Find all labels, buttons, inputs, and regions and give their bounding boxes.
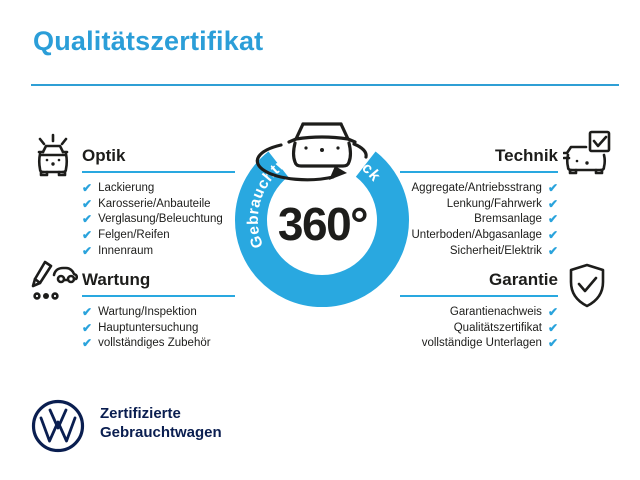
shield-check-icon bbox=[565, 262, 609, 315]
checklist-item: ✔ vollständiges Zubehör bbox=[82, 336, 235, 352]
check-icon: ✔ bbox=[547, 196, 558, 211]
wartung-checklist: ✔ Wartung/Inspektion ✔ Hauptuntersuchung ✔… bbox=[82, 304, 235, 351]
checklist-item: ✔ Verglasung/Beleuchtung bbox=[82, 212, 235, 228]
garantie-checklist: Garantienachweis ✔ Qualitätszertifikat ✔ v… bbox=[325, 304, 558, 351]
check-icon: ✔ bbox=[82, 304, 93, 319]
checklist-item-label: vollständiges Zubehör bbox=[98, 337, 211, 350]
checklist-item-label: Wartung/Inspektion bbox=[98, 305, 197, 318]
checklist-item-label: Aggregate/Antriebsstrang bbox=[411, 181, 542, 194]
checklist-item: ✔ Wartung/Inspektion bbox=[82, 304, 235, 320]
header-divider bbox=[31, 84, 619, 86]
checklist-item: ✔ Lackierung bbox=[82, 180, 235, 196]
degree-label: 360° bbox=[277, 198, 369, 250]
checklist-item-label: Felgen/Reifen bbox=[98, 229, 170, 242]
section-title-technik: Technik bbox=[495, 146, 558, 165]
checklist-item: Unterboden/Abgasanlage ✔ bbox=[325, 227, 559, 243]
check-icon: ✔ bbox=[547, 304, 558, 319]
check-icon: ✔ bbox=[82, 244, 93, 259]
checklist-item-label: Garantienachweis bbox=[449, 305, 542, 318]
checklist-item-label: Qualitätszertifikat bbox=[453, 321, 542, 334]
checklist-item-label: Lenkung/Fahrwerk bbox=[446, 197, 542, 210]
check-icon: ✔ bbox=[82, 196, 93, 211]
checklist-item: ✔ Felgen/Reifen bbox=[82, 227, 235, 243]
check-icon: ✔ bbox=[547, 336, 558, 351]
check-icon: ✔ bbox=[82, 228, 93, 243]
technik-checklist: Aggregate/Antriebsstrang ✔ Lenkung/Fahrwe… bbox=[325, 180, 559, 259]
checklist-item: Qualitätszertifikat ✔ bbox=[325, 320, 558, 336]
car-rotate-icon bbox=[255, 122, 368, 182]
brand-line2: Gebrauchtwagen bbox=[100, 424, 222, 441]
checklist-item: ✔ Karosserie/Anbauteile bbox=[82, 196, 235, 212]
check-icon: ✔ bbox=[82, 212, 93, 227]
optik-checklist: ✔ Lackierung ✔ Karosserie/Anbauteile ✔ Verg… bbox=[82, 180, 235, 259]
check-icon: ✔ bbox=[82, 180, 93, 195]
ring-graphic: Gebrauchtwagen-Check bbox=[235, 122, 409, 307]
section-underline bbox=[82, 171, 235, 173]
section-title-garantie: Garantie bbox=[489, 270, 558, 289]
section-title-optik: Optik bbox=[82, 146, 126, 165]
service-checklist-icon bbox=[30, 258, 79, 309]
vw-logo bbox=[30, 398, 86, 459]
checklist-item: ✔ Hauptuntersuchung bbox=[82, 320, 235, 336]
checklist-item-label: Hauptuntersuchung bbox=[98, 321, 199, 334]
checklist-item-label: Unterboden/Abgasanlage bbox=[411, 229, 542, 242]
checklist-item: Bremsanlage ✔ bbox=[325, 212, 558, 228]
checklist-item-label: Verglasung/Beleuchtung bbox=[98, 213, 223, 226]
checklist-item: Lenkung/Fahrwerk ✔ bbox=[325, 196, 558, 212]
check-icon: ✔ bbox=[82, 320, 93, 335]
checklist-item-label: Karosserie/Anbauteile bbox=[98, 197, 211, 210]
section-title-wartung: Wartung bbox=[82, 270, 151, 289]
car-shine-icon bbox=[30, 132, 76, 183]
section-underline bbox=[400, 171, 558, 173]
checklist-item: Aggregate/Antriebsstrang ✔ bbox=[325, 180, 558, 196]
checklist-item: Garantienachweis ✔ bbox=[325, 304, 558, 320]
checklist-item-label: vollständige Unterlagen bbox=[421, 337, 542, 350]
360-check-badge: Gebrauchtwagen-Check 360° bbox=[225, 103, 420, 315]
check-icon: ✔ bbox=[547, 228, 558, 243]
brand-footer: Zertifizierte Gebrauchtwagen bbox=[30, 396, 290, 456]
brand-claim: Zertifizierte Gebrauchtwagen bbox=[100, 404, 222, 442]
page-title: Qualitätszertifikat bbox=[33, 26, 264, 56]
checklist-item: vollständige Unterlagen ✔ bbox=[325, 336, 558, 352]
checklist-item: ✔ Innenraum bbox=[82, 243, 235, 259]
check-icon: ✔ bbox=[547, 244, 558, 259]
checklist-item-label: Bremsanlage bbox=[474, 213, 542, 226]
check-icon: ✔ bbox=[547, 180, 558, 195]
check-icon: ✔ bbox=[547, 212, 558, 227]
checklist-item-label: Innenraum bbox=[98, 245, 154, 258]
checklist-item-label: Sicherheit/Elektrik bbox=[449, 245, 542, 258]
car-checkbox-icon bbox=[562, 130, 611, 181]
section-underline bbox=[82, 295, 235, 297]
check-icon: ✔ bbox=[547, 320, 558, 335]
rotate-arrowhead-icon bbox=[329, 166, 347, 180]
brand-line1: Zertifizierte bbox=[100, 405, 181, 422]
check-icon: ✔ bbox=[82, 336, 93, 351]
section-underline bbox=[400, 295, 558, 297]
checklist-item-label: Lackierung bbox=[98, 181, 155, 194]
checklist-item: Sicherheit/Elektrik ✔ bbox=[325, 243, 558, 259]
